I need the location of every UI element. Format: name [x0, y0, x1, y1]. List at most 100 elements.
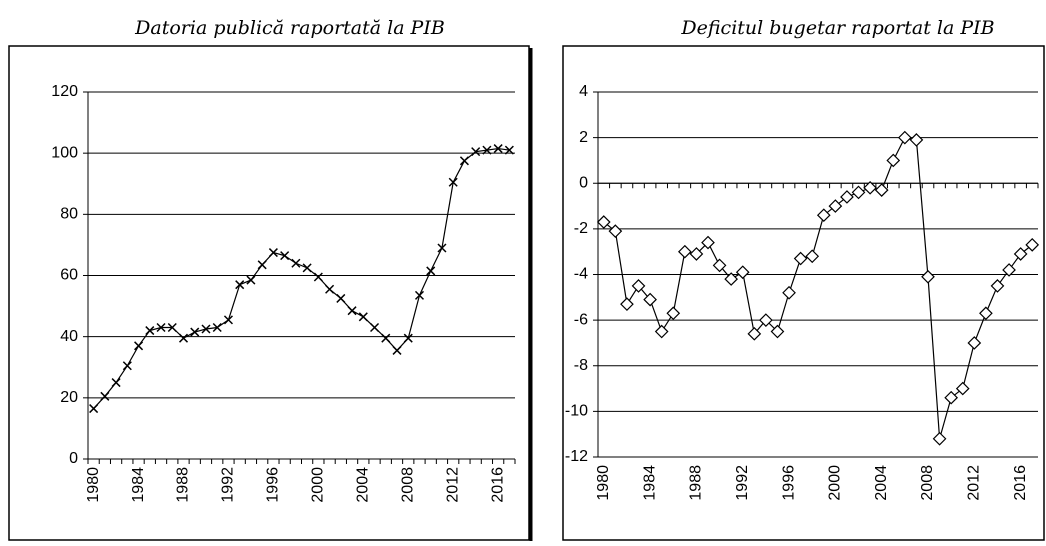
marker: [735, 265, 750, 280]
marker: [89, 404, 99, 414]
x-tick-label: 1988: [175, 467, 192, 503]
x-tick-label: 1980: [595, 465, 612, 501]
y-tick-label: 2: [579, 129, 588, 146]
x-tick-label: 2000: [310, 467, 327, 503]
marker: [712, 258, 727, 273]
marker: [608, 224, 623, 239]
marker: [666, 306, 681, 321]
marker: [643, 292, 657, 307]
marker: [313, 272, 323, 282]
marker: [816, 208, 831, 223]
marker: [145, 326, 155, 336]
data-line: [93, 147, 510, 409]
marker: [701, 235, 715, 250]
marker: [886, 153, 901, 168]
y-tick-label: 20: [60, 389, 78, 406]
y-tick-label: -10: [565, 403, 588, 420]
marker: [201, 324, 211, 334]
marker: [759, 313, 773, 327]
marker: [724, 272, 739, 286]
marker: [874, 183, 889, 197]
marker: [689, 247, 704, 261]
marker: [459, 156, 469, 166]
marker: [280, 251, 290, 261]
marker: [1013, 247, 1028, 261]
x-tick-label: 1984: [641, 465, 658, 501]
marker: [770, 324, 785, 339]
marker: [178, 333, 189, 343]
x-tick-label: 2004: [873, 465, 890, 501]
marker: [863, 180, 877, 195]
marker: [100, 391, 110, 401]
marker: [897, 130, 912, 145]
marker: [291, 258, 301, 268]
marker: [392, 345, 402, 355]
marker: [1002, 263, 1016, 277]
x-tick-label: 2016: [489, 467, 506, 503]
y-tick-label: -8: [574, 357, 588, 374]
marker: [257, 260, 267, 270]
marker: [223, 315, 233, 325]
marker: [403, 333, 413, 343]
marker: [471, 147, 481, 157]
x-tick-label: 2000: [827, 465, 844, 501]
x-tick-label: 1992: [734, 465, 751, 501]
y-tick-label: -4: [574, 266, 588, 283]
y-tick-label: 120: [51, 83, 78, 100]
marker: [347, 306, 357, 316]
marker: [955, 381, 970, 396]
y-tick-label: 4: [579, 83, 588, 100]
marker: [156, 322, 166, 333]
marker: [414, 290, 425, 300]
marker: [596, 215, 611, 229]
marker: [909, 133, 924, 147]
y-tick-label: -6: [574, 311, 588, 328]
x-tick-label: 1992: [220, 467, 237, 503]
x-tick-label: 2016: [1012, 465, 1029, 501]
marker: [381, 333, 391, 343]
marker: [437, 243, 447, 253]
y-tick-label: -12: [565, 448, 588, 465]
marker: [967, 336, 982, 350]
marker: [122, 361, 132, 371]
marker: [448, 177, 458, 187]
marker: [944, 390, 959, 405]
y-tick-label: -2: [574, 220, 588, 237]
marker: [805, 249, 820, 264]
marker: [782, 285, 796, 300]
x-tick-label: 1996: [780, 465, 797, 501]
marker: [747, 326, 762, 341]
marker: [932, 431, 947, 446]
x-tick-label: 2004: [355, 467, 372, 503]
frame: [562, 45, 1045, 541]
marker: [493, 144, 503, 154]
chart-title: Datoria publică raportată la PIB: [134, 17, 445, 39]
marker: [990, 279, 1005, 293]
y-tick-label: 100: [51, 144, 78, 161]
marker: [654, 324, 669, 339]
x-tick-label: 1980: [85, 467, 102, 503]
marker: [504, 145, 514, 155]
marker: [979, 306, 993, 321]
marker: [921, 269, 935, 284]
marker: [631, 279, 646, 293]
marker: [336, 293, 346, 303]
x-tick-label: 2012: [444, 467, 461, 503]
marker: [358, 312, 368, 322]
x-tick-label: 1996: [265, 467, 282, 503]
marker: [370, 322, 380, 333]
marker: [482, 145, 492, 155]
marker: [793, 251, 808, 266]
marker: [325, 284, 335, 294]
marker: [620, 297, 634, 312]
chart-title: Deficitul bugetar raportat la PIB: [680, 17, 994, 39]
y-tick-label: 0: [579, 174, 588, 191]
x-tick-label: 2008: [919, 465, 936, 501]
y-tick-label: 60: [60, 267, 78, 284]
marker: [212, 322, 222, 333]
marker: [840, 190, 854, 204]
marker: [167, 322, 177, 333]
marker: [268, 248, 278, 258]
frame: [8, 45, 530, 541]
